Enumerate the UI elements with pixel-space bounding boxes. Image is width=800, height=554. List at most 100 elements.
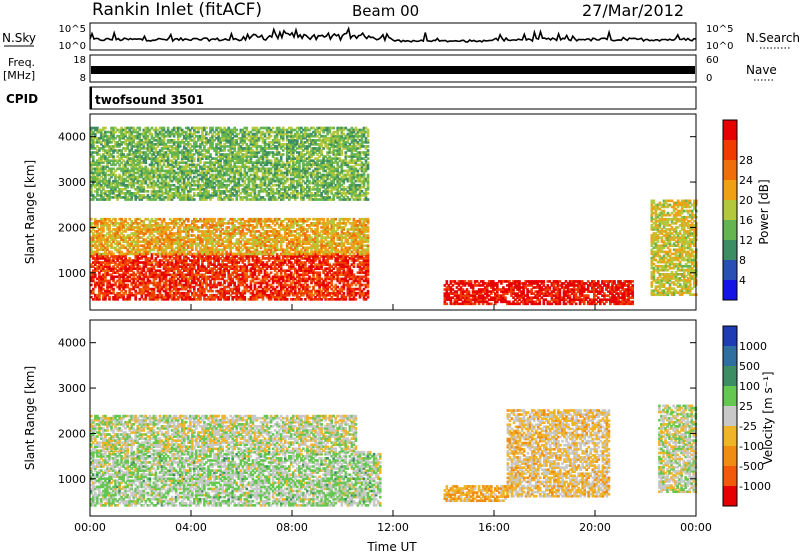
power-cell [100, 132, 103, 136]
power-cell [170, 240, 174, 244]
power-cell [184, 273, 188, 277]
power-cell [241, 289, 245, 293]
power-cell [126, 179, 130, 183]
power-cell [184, 236, 188, 239]
power-cell [356, 275, 360, 279]
power-cell [96, 177, 99, 181]
power-cell [338, 242, 342, 246]
power-cell [263, 275, 267, 279]
power-cell [122, 234, 125, 237]
power-cell [201, 291, 204, 295]
power-cell [92, 155, 95, 158]
power-cell [120, 295, 123, 299]
power-cell [229, 261, 233, 264]
power-cell [168, 257, 172, 260]
power-cell [227, 238, 231, 241]
power-cell [318, 279, 321, 283]
power-cell [197, 298, 200, 301]
power-cell [134, 192, 138, 195]
power-cell [168, 291, 172, 295]
power-cell [100, 267, 103, 271]
power-cell [201, 293, 204, 297]
power-cell [306, 293, 309, 297]
power-cell [92, 228, 95, 231]
power-cell [362, 232, 366, 235]
power-cell [265, 238, 269, 241]
power-cell [92, 167, 95, 171]
power-cell [336, 295, 340, 299]
power-cell [108, 153, 111, 156]
power-cell [316, 217, 319, 221]
power-cell [241, 279, 245, 283]
power-cell [168, 232, 172, 235]
power-cell [110, 159, 113, 163]
power-cell [322, 224, 325, 227]
power-cell [207, 222, 210, 225]
power-cell [126, 234, 130, 237]
power-cell [166, 293, 170, 297]
power-cell [110, 185, 113, 189]
power-cell [108, 257, 111, 260]
power-cell [108, 217, 111, 221]
power-cell [247, 261, 251, 264]
power-cell [304, 257, 307, 260]
power-cell [273, 269, 277, 273]
power-cell [116, 159, 119, 163]
power-cell [199, 236, 202, 239]
power-cell [106, 194, 109, 197]
power-cell [360, 238, 364, 241]
power-cell [344, 224, 348, 227]
power-cell [207, 240, 210, 244]
power-cell [92, 159, 95, 163]
power-cell [257, 217, 261, 221]
power-cell [100, 246, 103, 250]
power-cell [265, 293, 269, 297]
power-cell [267, 279, 271, 283]
power-cell [336, 255, 340, 258]
power-cell [251, 250, 255, 254]
power-cell [318, 277, 321, 281]
power-cell [308, 298, 311, 301]
power-cell [148, 232, 152, 235]
power-cell [281, 259, 285, 262]
power-cell [110, 285, 113, 289]
power-cell [124, 141, 127, 144]
power-cell [324, 232, 327, 235]
power-cell [104, 198, 107, 201]
power-cell [178, 279, 182, 283]
power-cell [132, 165, 136, 169]
power-cell [172, 238, 176, 241]
power-cell [104, 298, 107, 301]
power-cell [330, 230, 334, 233]
power-cell [314, 257, 317, 260]
power-cell [187, 226, 190, 229]
power-cell [187, 273, 190, 277]
power-cell [344, 257, 348, 260]
power-cell [225, 246, 228, 250]
power-cell [164, 236, 168, 239]
power-cell [193, 275, 196, 279]
power-cell [279, 236, 283, 239]
power-cell [138, 173, 142, 177]
power-cell [178, 226, 182, 229]
power-cell [348, 277, 352, 281]
power-cell [245, 257, 249, 260]
power-cell [300, 217, 303, 221]
power-cell [213, 238, 216, 241]
power-cell [90, 151, 93, 154]
power-cell [338, 269, 342, 273]
power-cell [229, 222, 233, 225]
power-cell [336, 285, 340, 289]
power-cell [136, 222, 140, 225]
power-cell [116, 141, 119, 144]
power-cell [255, 261, 259, 264]
power-cell [122, 240, 125, 244]
power-cell [182, 275, 186, 279]
power-cell [174, 238, 178, 241]
power-cell [199, 295, 202, 299]
power-cell [225, 230, 228, 233]
power-cell [106, 222, 109, 225]
power-cell [144, 134, 148, 138]
power-cell [168, 285, 172, 289]
power-cell [340, 261, 344, 264]
